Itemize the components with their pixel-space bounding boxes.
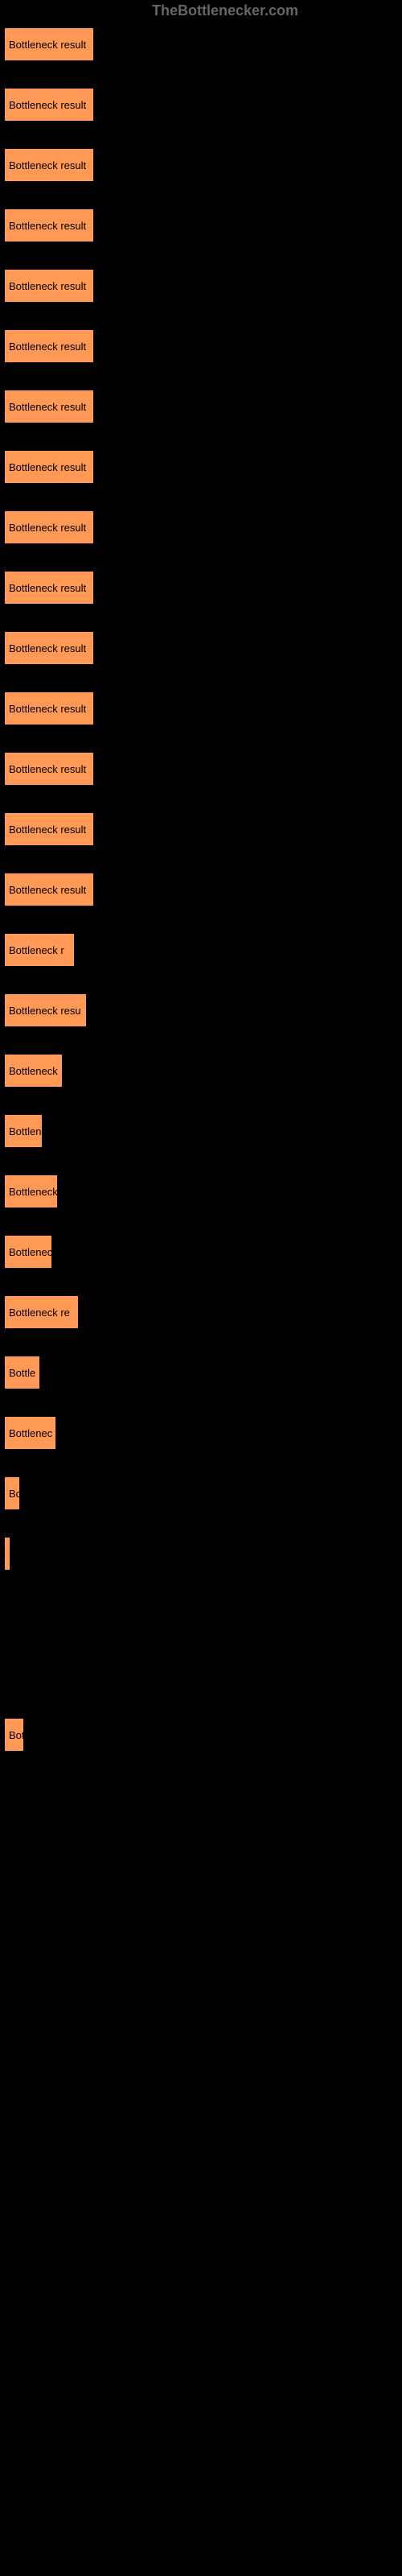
bar: Bottleneck result bbox=[4, 631, 94, 665]
bar: Bottlenec bbox=[4, 1416, 56, 1450]
bar-label: Bottleneck result bbox=[9, 341, 86, 353]
bar-label: Bottleneck bbox=[9, 1186, 58, 1198]
bar: Bottleneck bbox=[4, 1174, 58, 1208]
bar-row: Bottleneck result bbox=[4, 812, 398, 846]
bar-row: Bottleneck result bbox=[4, 148, 398, 182]
bar-row bbox=[4, 1597, 398, 1631]
bar-row: Bottlenec bbox=[4, 1416, 398, 1450]
bar: Bottleneck result bbox=[4, 450, 94, 484]
bar: Bottleneck r bbox=[4, 933, 75, 967]
bar-row: Bottleneck result bbox=[4, 631, 398, 665]
bar: Bottleneck result bbox=[4, 88, 94, 122]
bar-label: Bottle bbox=[9, 1367, 35, 1379]
bar: Bo bbox=[4, 1476, 20, 1510]
bar-label: Bottleneck result bbox=[9, 642, 86, 654]
bar-label: Bottleneck result bbox=[9, 280, 86, 292]
bar: Bottleneck result bbox=[4, 571, 94, 605]
bar-label: Bottleneck result bbox=[9, 703, 86, 715]
bar-row: Bottleneck result bbox=[4, 571, 398, 605]
bar-row: Bottleneck result bbox=[4, 88, 398, 122]
bar-label: Bottleneck result bbox=[9, 582, 86, 594]
bar: Bottleneck resu bbox=[4, 993, 87, 1027]
bar-row: Bottlenec bbox=[4, 1235, 398, 1269]
bar: Bottleneck result bbox=[4, 148, 94, 182]
bar-label: Bottleneck r bbox=[9, 944, 64, 956]
bar-label: Bottleneck result bbox=[9, 99, 86, 111]
page-header: TheBottlenecker.com bbox=[0, 0, 402, 19]
bar-row: Bottleneck result bbox=[4, 390, 398, 423]
bar: Bottlenec bbox=[4, 1235, 52, 1269]
bar-row: Bottleneck result bbox=[4, 450, 398, 484]
bar-row: Bottleneck result bbox=[4, 752, 398, 786]
bar-label: Bot bbox=[9, 1729, 24, 1741]
bar: Bottleneck result bbox=[4, 390, 94, 423]
bar-label: Bottleneck result bbox=[9, 824, 86, 836]
bar-row: Bottleneck result bbox=[4, 208, 398, 242]
bar-row: Bottle bbox=[4, 1356, 398, 1389]
bar-row: Bot bbox=[4, 1718, 398, 1752]
bar-row: Bottleneck re bbox=[4, 1295, 398, 1329]
bar: Bottleneck result bbox=[4, 510, 94, 544]
bar: Bottleneck result bbox=[4, 269, 94, 303]
bar-chart: Bottleneck result Bottleneck result Bottle… bbox=[0, 19, 402, 1855]
bar: Bottlen bbox=[4, 1114, 43, 1148]
bar bbox=[4, 1537, 10, 1571]
bar-label: Bottleneck resu bbox=[9, 1005, 81, 1017]
bar: Bottleneck result bbox=[4, 329, 94, 363]
bar-row: Bottleneck result bbox=[4, 269, 398, 303]
bar-row: Bottleneck result bbox=[4, 27, 398, 61]
bar: Bottle bbox=[4, 1356, 40, 1389]
bar-row: Bottleneck result bbox=[4, 510, 398, 544]
bar: Bottleneck bbox=[4, 1054, 63, 1088]
header-title: TheBottlenecker.com bbox=[152, 2, 298, 19]
bar-row: Bottleneck result bbox=[4, 873, 398, 906]
bar-label: Bottlenec bbox=[9, 1427, 52, 1439]
bar: Bottleneck result bbox=[4, 873, 94, 906]
bar: Bottleneck result bbox=[4, 691, 94, 725]
bar-label: Bottleneck result bbox=[9, 461, 86, 473]
bar: Bottleneck result bbox=[4, 27, 94, 61]
bar: Bot bbox=[4, 1718, 24, 1752]
bar-label: Bottlen bbox=[9, 1125, 41, 1137]
bar-label: Bottleneck re bbox=[9, 1307, 70, 1319]
bar-row: Bottleneck result bbox=[4, 329, 398, 363]
bar-row: Bottleneck resu bbox=[4, 993, 398, 1027]
bar-label: Bottlenec bbox=[9, 1246, 52, 1258]
bar: Bottleneck re bbox=[4, 1295, 79, 1329]
bar-label: Bottleneck result bbox=[9, 401, 86, 413]
bar-row: Bottleneck bbox=[4, 1054, 398, 1088]
bar-label: Bo bbox=[9, 1488, 20, 1500]
bar-label: Bottleneck result bbox=[9, 39, 86, 51]
bar-row: Bottleneck result bbox=[4, 691, 398, 725]
bar-label: Bottleneck bbox=[9, 1065, 58, 1077]
bar-label: Bottleneck result bbox=[9, 763, 86, 775]
bar: Bottleneck result bbox=[4, 812, 94, 846]
bar-row bbox=[4, 1537, 398, 1571]
bar-row: Bo bbox=[4, 1476, 398, 1510]
bar-row: Bottleneck bbox=[4, 1174, 398, 1208]
bar-row: Bottlen bbox=[4, 1114, 398, 1148]
bar-label: Bottleneck result bbox=[9, 522, 86, 534]
bar-label: Bottleneck result bbox=[9, 159, 86, 171]
bar-label: Bottleneck result bbox=[9, 884, 86, 896]
bar: Bottleneck result bbox=[4, 208, 94, 242]
bar-label: Bottleneck result bbox=[9, 220, 86, 232]
bar-row bbox=[4, 1657, 398, 1691]
bar-row: Bottleneck r bbox=[4, 933, 398, 967]
bar: Bottleneck result bbox=[4, 752, 94, 786]
